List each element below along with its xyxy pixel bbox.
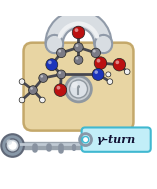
Circle shape bbox=[92, 68, 104, 80]
Circle shape bbox=[70, 80, 87, 98]
Circle shape bbox=[72, 26, 85, 39]
Circle shape bbox=[97, 59, 100, 63]
Circle shape bbox=[107, 73, 108, 74]
Circle shape bbox=[54, 84, 67, 96]
Circle shape bbox=[107, 79, 113, 84]
Circle shape bbox=[76, 44, 78, 47]
Circle shape bbox=[124, 69, 130, 75]
FancyBboxPatch shape bbox=[82, 127, 151, 152]
Circle shape bbox=[1, 134, 24, 157]
Circle shape bbox=[125, 70, 127, 71]
Circle shape bbox=[76, 57, 78, 60]
Circle shape bbox=[71, 82, 78, 88]
Circle shape bbox=[91, 48, 100, 58]
Circle shape bbox=[57, 86, 60, 90]
Circle shape bbox=[19, 97, 25, 103]
Circle shape bbox=[93, 50, 96, 53]
Circle shape bbox=[77, 85, 80, 88]
Circle shape bbox=[20, 98, 22, 100]
Circle shape bbox=[57, 70, 66, 79]
Circle shape bbox=[115, 60, 119, 64]
Circle shape bbox=[41, 75, 43, 78]
Circle shape bbox=[108, 80, 110, 81]
Circle shape bbox=[75, 28, 78, 32]
Circle shape bbox=[57, 48, 66, 58]
Circle shape bbox=[40, 97, 45, 103]
Circle shape bbox=[30, 87, 33, 90]
Circle shape bbox=[74, 56, 83, 64]
Circle shape bbox=[74, 43, 83, 52]
Circle shape bbox=[48, 61, 52, 64]
Circle shape bbox=[19, 79, 25, 84]
FancyBboxPatch shape bbox=[24, 43, 133, 131]
Circle shape bbox=[59, 71, 61, 74]
Circle shape bbox=[94, 70, 98, 74]
Circle shape bbox=[29, 86, 37, 94]
Circle shape bbox=[106, 72, 111, 77]
Circle shape bbox=[113, 58, 126, 71]
Circle shape bbox=[46, 59, 58, 71]
Circle shape bbox=[20, 80, 22, 81]
Circle shape bbox=[6, 139, 12, 145]
Circle shape bbox=[39, 74, 48, 82]
Circle shape bbox=[6, 139, 19, 152]
Circle shape bbox=[58, 50, 61, 53]
Circle shape bbox=[66, 76, 91, 102]
Text: γ-turn: γ-turn bbox=[96, 134, 135, 145]
Circle shape bbox=[82, 136, 89, 143]
Circle shape bbox=[8, 141, 17, 150]
Circle shape bbox=[94, 57, 107, 69]
Circle shape bbox=[41, 98, 42, 100]
